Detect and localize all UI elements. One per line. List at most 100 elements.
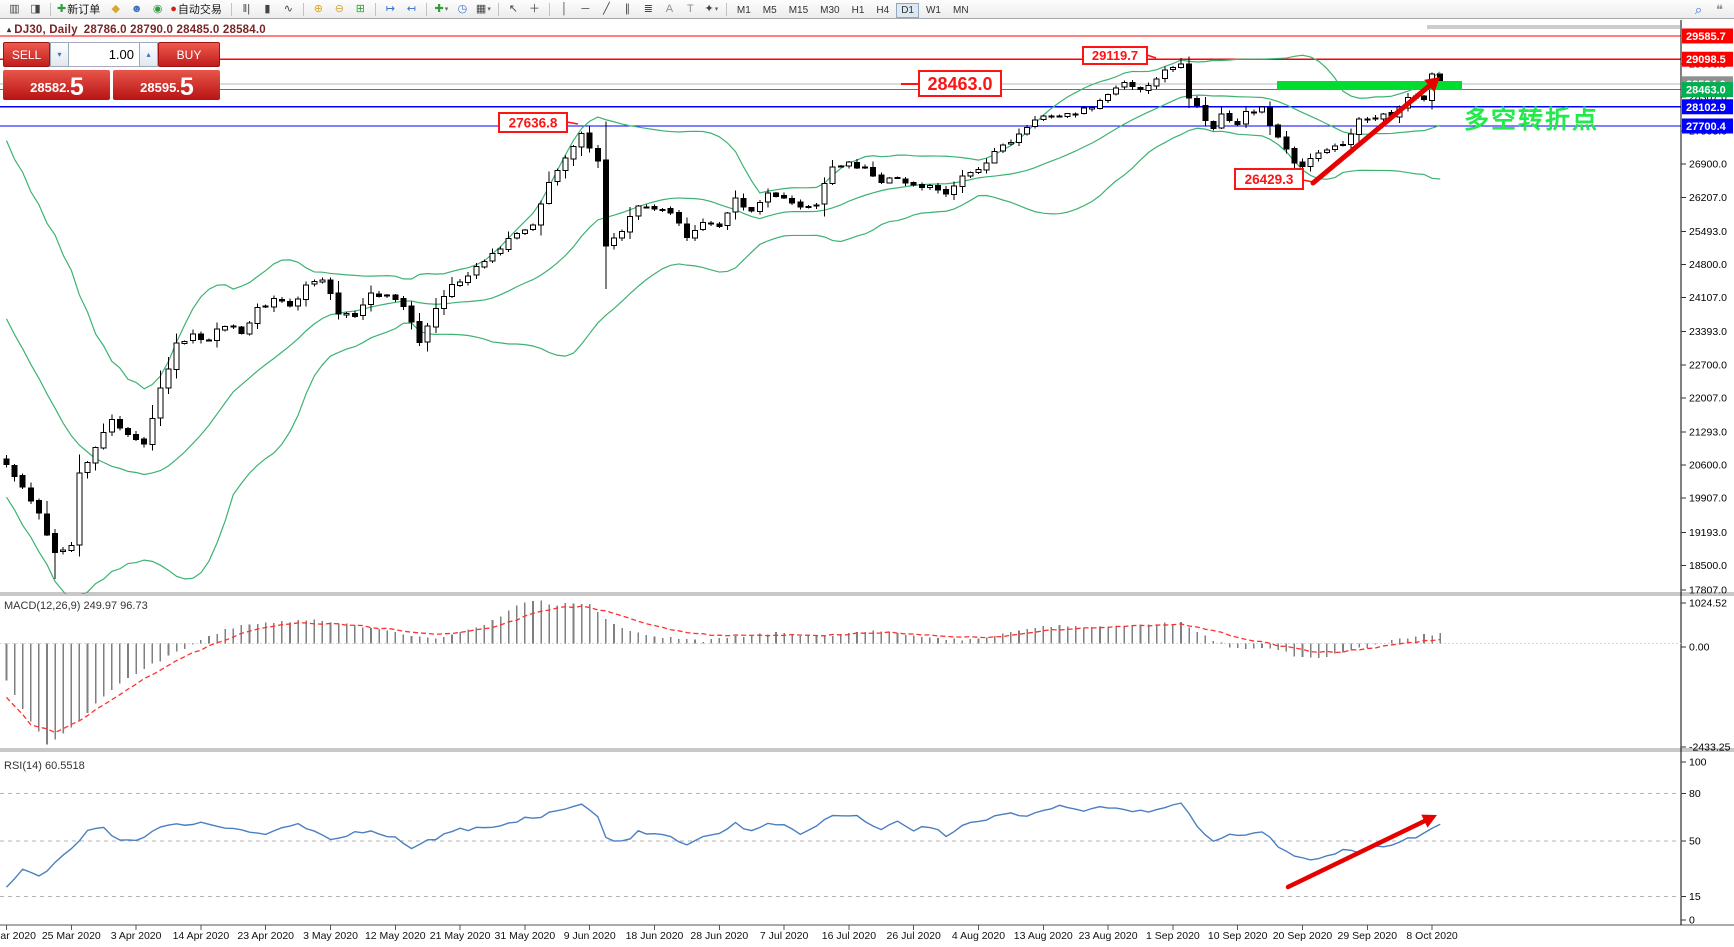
green-zone-rectangle[interactable]: [1277, 81, 1462, 90]
period-button[interactable]: ◷: [452, 1, 473, 18]
sell-button[interactable]: SELL: [3, 42, 50, 67]
ohlc-values: 28786.0 28790.0 28485.0 28584.0: [83, 24, 266, 36]
date-label: 20 Sep 2020: [1273, 930, 1333, 942]
toolbar-separator: [374, 2, 376, 16]
pivot-point-label[interactable]: 多空转折点: [1464, 105, 1599, 134]
chart-shift-icon: ↤: [406, 2, 416, 15]
new-order-button[interactable]: ✚ 新订单: [55, 1, 105, 18]
timeframe-h1-button[interactable]: H1: [851, 5, 865, 16]
equidistant-channel-icon: ∥: [624, 2, 631, 15]
search-button[interactable]: ⌕: [1688, 1, 1709, 18]
toolbar-separator: [548, 2, 550, 16]
text-label-icon: T: [687, 2, 694, 15]
auto-scroll-button[interactable]: ↦: [380, 1, 401, 18]
chart-shift-button[interactable]: ↤: [401, 1, 422, 18]
sell-price[interactable]: 28582. 5: [3, 70, 110, 100]
price-callout-28463.0[interactable]: 28463.0: [918, 70, 1002, 97]
fibonacci-tool-button[interactable]: ≣: [638, 1, 659, 18]
bollinger-lower-band[interactable]: [5, 127, 1441, 601]
macd-label: MACD(12,26,9) 249.97 96.73: [4, 600, 148, 612]
price-tick-label: 26207.0: [1689, 192, 1727, 204]
profile-button[interactable]: ☻: [126, 1, 147, 18]
rsi-tick-label: 50: [1689, 836, 1701, 848]
chat-button[interactable]: ❝: [1709, 1, 1730, 18]
zoom-out-button[interactable]: ⊖: [329, 1, 350, 18]
date-label: 21 May 2020: [430, 930, 491, 942]
price-box-29098.5: 29098.5: [1682, 51, 1733, 67]
volume-increase-button[interactable]: ▴: [139, 42, 158, 67]
timeframe-m5-button[interactable]: M5: [762, 5, 777, 16]
vertical-line-tool-button[interactable]: │: [554, 1, 575, 18]
price-axis[interactable]: 29000.028307.027593.026900.026207.025493…: [1681, 28, 1733, 927]
buy-price[interactable]: 28595. 5: [113, 70, 220, 100]
timeframe-w1-button[interactable]: W1: [925, 5, 941, 16]
trend-arrow-main[interactable]: [1310, 77, 1440, 186]
toolbar-separator: [230, 2, 232, 16]
channel-tool-button[interactable]: ∥: [617, 1, 638, 18]
trendline-tool-button[interactable]: ╱: [596, 1, 617, 18]
svg-text:29098.5: 29098.5: [1686, 54, 1726, 66]
timeframe-m15-button[interactable]: M15: [788, 5, 809, 16]
crosshair-tool-button[interactable]: ＋: [524, 1, 545, 18]
arrows-tool-button[interactable]: ✦ ▾: [701, 1, 722, 18]
mql-community-button[interactable]: ◆: [105, 1, 126, 18]
bollinger-middle-band[interactable]: [5, 94, 1441, 476]
tile-windows-button[interactable]: ⊞: [350, 1, 371, 18]
rsi-tick-label: 80: [1689, 788, 1701, 800]
svg-text:26429.3: 26429.3: [1245, 172, 1294, 187]
volume-decrease-button[interactable]: ▾: [50, 42, 69, 67]
main-toolbar: ▥ ◨ ✚ 新订单 ◆ ☻ ◉ ● 自动交易 ‖| ▮ ∿ ⊕ ⊖ ⊞ ↦ ↤ ✚ ▾…: [0, 0, 1734, 19]
signals-button[interactable]: ◉: [147, 1, 168, 18]
buy-button[interactable]: BUY: [158, 42, 220, 67]
clock-icon: ◷: [457, 2, 468, 15]
price-tick-label: 21293.0: [1689, 426, 1727, 438]
date-label: 4 Aug 2020: [952, 930, 1005, 942]
price-box-28463.0: 28463.0: [1682, 82, 1733, 98]
timeframe-group: M1 M5 M15 M30 H1 H4 D1 W1 MN: [731, 0, 975, 18]
mql-community-icon: ◆: [111, 2, 120, 15]
chart-background: [0, 20, 1734, 947]
rsi-tick-label: 15: [1689, 891, 1701, 903]
timeframe-m30-button[interactable]: M30: [820, 5, 840, 16]
timeframe-mn-button[interactable]: MN: [952, 5, 969, 16]
candlestick-chart-button[interactable]: ▮: [257, 1, 278, 18]
trend-arrow-rsi[interactable]: [1285, 814, 1437, 890]
price-callout-29119.7[interactable]: 29119.7: [1082, 46, 1148, 65]
horizontal-line-tool-button[interactable]: ─: [575, 1, 596, 18]
chart-hscrollbar[interactable]: [1427, 25, 1680, 29]
volume-input[interactable]: [69, 42, 139, 67]
bar-chart-icon: ‖|: [242, 2, 251, 15]
zoom-in-button[interactable]: ⊕: [308, 1, 329, 18]
timeframe-d1-button[interactable]: D1: [896, 3, 919, 18]
date-label: 13 Aug 2020: [1014, 930, 1073, 942]
svg-text:28102.9: 28102.9: [1686, 102, 1726, 114]
timeframe-h4-button[interactable]: H4: [876, 5, 890, 16]
date-label: 10 Sep 2020: [1208, 930, 1268, 942]
bollinger-upper-band[interactable]: [5, 54, 1441, 390]
data-window-button[interactable]: ◨: [25, 1, 46, 18]
candlesticks: [3, 56, 1444, 580]
macd-tick-label: 1024.52: [1689, 598, 1727, 610]
add-indicator-button[interactable]: ✚ ▾: [431, 1, 452, 18]
auto-trading-button[interactable]: ● 自动交易: [168, 1, 227, 18]
chart-canvas[interactable]: 29119.7 28463.0 27636.8 26429.3 多空转折点 MACD(12…: [0, 20, 1734, 947]
add-indicator-icon: ✚: [434, 2, 444, 15]
line-chart-button[interactable]: ∿: [278, 1, 299, 18]
price-box-27700.4: 27700.4: [1682, 118, 1733, 134]
bar-chart-button[interactable]: ‖|: [236, 1, 257, 18]
timeframe-m1-button[interactable]: M1: [736, 5, 751, 16]
dropdown-caret-icon: ▾: [487, 6, 491, 13]
market-watch-button[interactable]: ▥: [4, 1, 25, 18]
crosshair-icon: ＋: [528, 2, 540, 15]
svg-text:28463.0: 28463.0: [1686, 85, 1726, 97]
cursor-tool-button[interactable]: ↖: [503, 1, 524, 18]
price-callout-26429.3[interactable]: 26429.3: [1234, 168, 1304, 190]
text-tool-button[interactable]: A: [659, 1, 680, 18]
time-axis[interactable]: 15 Mar 2020 25 Mar 2020 3 Apr 2020 14 Apr 2…: [0, 925, 1458, 942]
date-label: 3 May 2020: [303, 930, 358, 942]
template-button[interactable]: ▦ ▾: [473, 1, 494, 18]
rsi-tick-label: 100: [1689, 757, 1707, 769]
price-box-29585.7: 29585.7: [1682, 28, 1733, 44]
text-label-tool-button[interactable]: T: [680, 1, 701, 18]
price-callout-27636.8[interactable]: 27636.8: [498, 112, 568, 133]
